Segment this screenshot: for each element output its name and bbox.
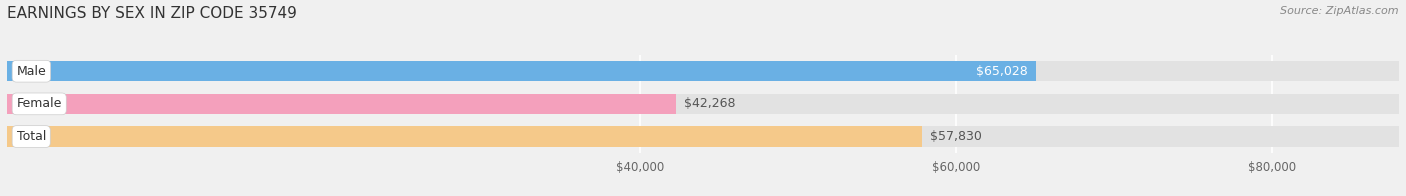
Bar bbox=[7, 61, 1036, 81]
Text: Source: ZipAtlas.com: Source: ZipAtlas.com bbox=[1281, 6, 1399, 16]
Bar bbox=[7, 126, 922, 147]
Text: Total: Total bbox=[17, 130, 46, 143]
Text: EARNINGS BY SEX IN ZIP CODE 35749: EARNINGS BY SEX IN ZIP CODE 35749 bbox=[7, 6, 297, 21]
Bar bbox=[7, 94, 676, 114]
Text: Female: Female bbox=[17, 97, 62, 110]
Text: $42,268: $42,268 bbox=[683, 97, 735, 110]
Bar bbox=[7, 94, 1399, 114]
Text: Male: Male bbox=[17, 65, 46, 78]
Text: $65,028: $65,028 bbox=[976, 65, 1028, 78]
Bar bbox=[7, 126, 1399, 147]
Bar bbox=[7, 61, 1399, 81]
Text: $57,830: $57,830 bbox=[929, 130, 981, 143]
